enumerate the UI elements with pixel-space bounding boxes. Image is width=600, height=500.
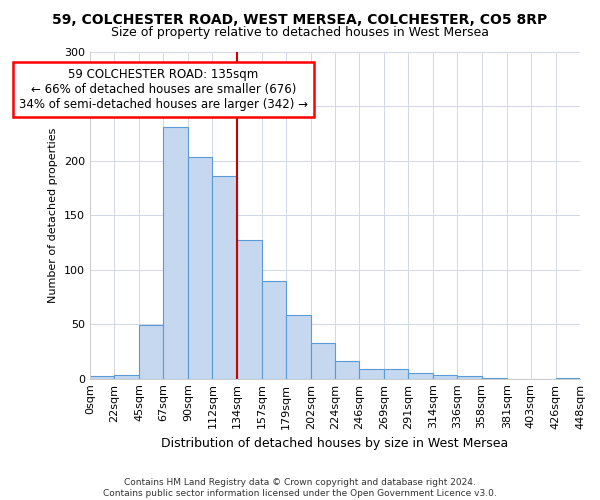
- Bar: [384, 369, 408, 378]
- Text: 59 COLCHESTER ROAD: 135sqm
← 66% of detached houses are smaller (676)
34% of sem: 59 COLCHESTER ROAD: 135sqm ← 66% of deta…: [19, 68, 308, 111]
- Bar: [188, 158, 212, 378]
- Bar: [311, 342, 335, 378]
- Bar: [286, 316, 311, 378]
- Bar: [236, 240, 262, 378]
- X-axis label: Distribution of detached houses by size in West Mersea: Distribution of detached houses by size …: [161, 437, 509, 450]
- Bar: [90, 376, 114, 378]
- Text: Size of property relative to detached houses in West Mersea: Size of property relative to detached ho…: [111, 26, 489, 39]
- Text: 59, COLCHESTER ROAD, WEST MERSEA, COLCHESTER, CO5 8RP: 59, COLCHESTER ROAD, WEST MERSEA, COLCHE…: [52, 12, 548, 26]
- Bar: [359, 369, 384, 378]
- Bar: [212, 176, 236, 378]
- Y-axis label: Number of detached properties: Number of detached properties: [49, 128, 58, 303]
- Bar: [433, 376, 457, 378]
- Bar: [163, 127, 188, 378]
- Bar: [335, 361, 359, 378]
- Bar: [262, 280, 286, 378]
- Bar: [457, 376, 482, 378]
- Bar: [408, 373, 433, 378]
- Bar: [139, 325, 163, 378]
- Bar: [114, 376, 139, 378]
- Text: Contains HM Land Registry data © Crown copyright and database right 2024.
Contai: Contains HM Land Registry data © Crown c…: [103, 478, 497, 498]
